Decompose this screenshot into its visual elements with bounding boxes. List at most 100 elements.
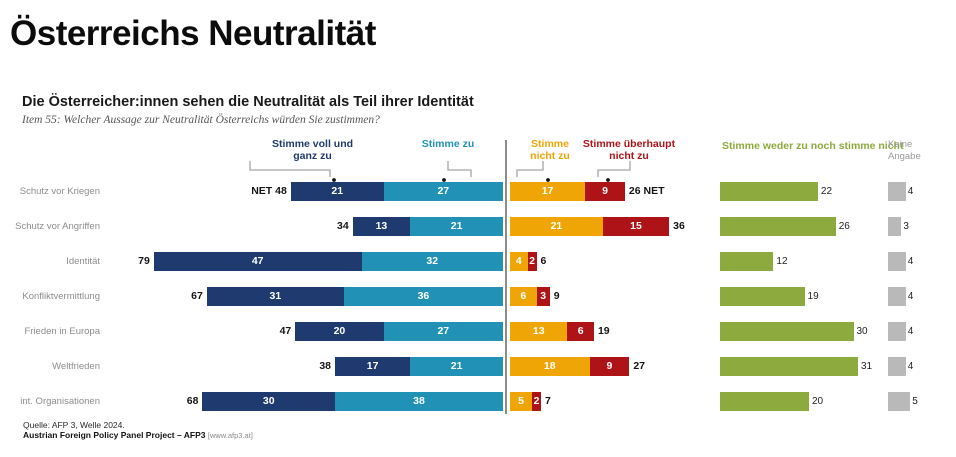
net-agree-label: 34 (337, 220, 349, 232)
legend-no-answer-line1: Keine (888, 139, 913, 150)
legend-agree-line1: Stimme zu (421, 138, 475, 150)
bar-neither (720, 392, 809, 411)
neither-value-label: 26 (838, 221, 850, 232)
legend-strong-agree-line1: Stimme voll und (271, 138, 354, 150)
bar-segment-strong-disagree: 2 (532, 392, 541, 411)
net-disagree-label: 26 NET (628, 185, 665, 197)
net-disagree-label: 19 (597, 325, 610, 337)
bar-segment-strong-disagree: 2 (527, 252, 537, 271)
net-agree-label: NET 48 (251, 185, 287, 197)
net-agree-label: 79 (138, 255, 150, 267)
bar-segment-strong-agree: 13 (352, 217, 411, 236)
bar-segment-agree: 36 (343, 287, 503, 306)
bar-segment-agree: 32 (361, 252, 503, 271)
row-label: Weltfrieden (52, 361, 100, 372)
bar-segment-strong-disagree: 6 (567, 322, 594, 341)
no-answer-value-label: 4 (907, 186, 914, 197)
bar-segment-strong-agree: 30 (202, 392, 336, 411)
bar-no-answer (888, 252, 906, 271)
row-label: int. Organisationen (20, 396, 100, 407)
bar-neither (720, 357, 858, 376)
source-line2: Austrian Foreign Policy Panel Project – … (23, 430, 253, 440)
bar-segment-strong-agree: 17 (335, 357, 411, 376)
legend-disagree-line2: nicht zu (530, 149, 570, 162)
bar-segment-strong-disagree: 15 (602, 217, 670, 236)
bar-segment-agree: 21 (410, 217, 503, 236)
neither-value-label: 20 (812, 396, 824, 407)
legend-neither: Stimme weder zu noch stimme nicht (722, 140, 904, 153)
item-question: Item 55: Welcher Aussage zur Neutralität… (22, 114, 380, 126)
bar-neither (720, 182, 818, 201)
bar-neither (720, 252, 774, 271)
no-answer-value-label: 3 (903, 221, 909, 232)
connector-strong-agree (249, 161, 331, 177)
bar-no-answer (888, 322, 906, 341)
no-answer-value-label: 4 (907, 256, 914, 267)
bar-segment-strong-agree: 31 (206, 287, 344, 306)
bar-no-answer (888, 392, 911, 411)
bar-segment-agree: 27 (383, 322, 503, 341)
bar-no-answer (888, 217, 902, 236)
bar-segment-disagree: 5 (510, 392, 533, 411)
legend-strong-disagree: Stimme überhaupt nicht zu (570, 138, 688, 162)
bar-segment-disagree: 6 (510, 287, 537, 306)
net-disagree-label: 36 (673, 220, 685, 232)
bar-segment-disagree: 21 (510, 217, 603, 236)
source-url: [www.afp3.at] (207, 431, 253, 440)
neither-value-label: 31 (860, 361, 873, 372)
legend-strong-disagree-line1: Stimme überhaupt (582, 138, 676, 150)
no-answer-value-label: 4 (907, 291, 914, 302)
no-answer-value-label: 4 (907, 326, 914, 337)
net-agree-label: 47 (279, 325, 292, 337)
net-disagree-label: 6 (540, 255, 547, 267)
bar-segment-disagree: 4 (510, 252, 528, 271)
net-disagree-label: 9 (553, 290, 560, 302)
bar-segment-disagree: 13 (510, 322, 568, 341)
row-label: Konfliktvermittlung (22, 291, 100, 302)
source-project: Austrian Foreign Policy Panel Project – … (23, 430, 206, 440)
chart-subtitle: Die Österreicher:innen sehen die Neutral… (22, 94, 474, 110)
bar-segment-disagree: 17 (510, 182, 586, 201)
net-disagree-label: 7 (544, 395, 551, 407)
legend-no-answer: Keine Angabe (888, 139, 921, 162)
bar-segment-agree: 21 (410, 357, 503, 376)
row-label: Schutz vor Kriegen (19, 186, 100, 197)
connector-disagree (516, 161, 544, 177)
net-agree-label: 67 (191, 290, 203, 302)
legend-strong-disagree-line2: nicht zu (609, 149, 649, 162)
connector-strong-disagree (597, 161, 631, 177)
neither-value-label: 19 (807, 291, 819, 302)
bar-segment-strong-disagree: 3 (536, 287, 550, 306)
bar-neither (720, 287, 805, 306)
bar-segment-disagree: 18 (510, 357, 590, 376)
bar-no-answer (888, 357, 906, 376)
legend-strong-agree-line2: ganz zu (293, 149, 332, 162)
source-line1: Quelle: AFP 3, Welle 2024. (23, 420, 125, 430)
net-disagree-label: 27 (633, 360, 646, 372)
zero-axis-divider (505, 140, 507, 414)
bar-no-answer (888, 287, 906, 306)
bar-neither (720, 217, 836, 236)
bar-no-answer (888, 182, 906, 201)
bar-segment-strong-agree: 47 (153, 252, 362, 271)
no-answer-value-label: 5 (912, 396, 918, 407)
connector-agree (447, 161, 472, 177)
bar-segment-strong-disagree: 9 (589, 357, 630, 376)
neither-value-label: 30 (856, 326, 868, 337)
row-label: Schutz vor Angriffen (15, 221, 100, 232)
legend-disagree: Stimme nicht zu (510, 138, 590, 162)
no-answer-value-label: 4 (907, 361, 914, 372)
row-label: Identität (66, 256, 100, 267)
legend-no-answer-line2: Angabe (888, 150, 921, 162)
neither-value-label: 22 (820, 186, 833, 197)
legend-agree: Stimme zu (400, 138, 496, 151)
bar-segment-strong-agree: 21 (290, 182, 384, 201)
legend-neither-line1: Stimme weder zu noch stimme nicht (722, 140, 904, 152)
row-label: Frieden in Europa (24, 326, 100, 337)
legend-disagree-line1: Stimme (531, 138, 569, 150)
bar-neither (720, 322, 854, 341)
legend-strong-agree: Stimme voll und ganz zu (250, 138, 375, 162)
page-title: Österreichs Neutralität (10, 14, 376, 53)
net-agree-label: 38 (319, 360, 332, 372)
